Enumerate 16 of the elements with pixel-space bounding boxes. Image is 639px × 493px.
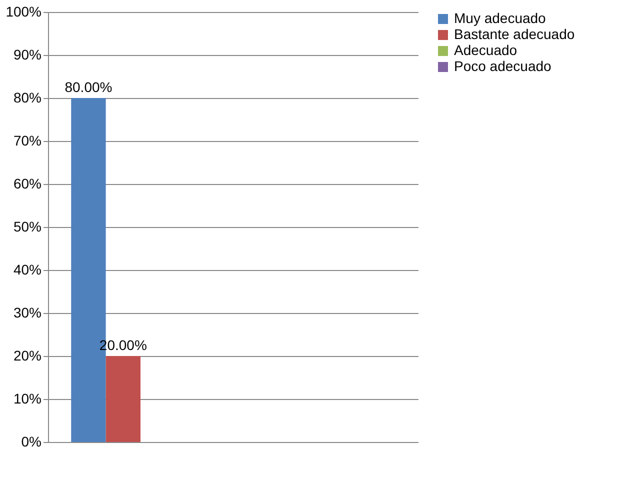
y-tick-label: 40% <box>13 262 42 278</box>
y-tick-label: 70% <box>13 132 42 148</box>
y-tick-label: 30% <box>13 304 42 320</box>
legend-label: Adecuado <box>454 42 518 58</box>
data-label: 80.00% <box>64 79 112 95</box>
y-tick-label: 10% <box>13 390 42 406</box>
y-tick-label: 50% <box>13 218 42 234</box>
legend-label: Muy adecuado <box>454 10 546 26</box>
y-tick-label: 60% <box>13 176 42 192</box>
y-tick-label: 80% <box>13 90 42 106</box>
y-tick-label: 90% <box>13 46 42 62</box>
legend-label: Bastante adecuado <box>454 26 575 42</box>
y-tick-label: 20% <box>13 348 42 364</box>
y-tick-label: 0% <box>21 434 42 450</box>
legend-label: Poco adecuado <box>454 58 552 74</box>
y-tick-label: 100% <box>6 4 42 20</box>
